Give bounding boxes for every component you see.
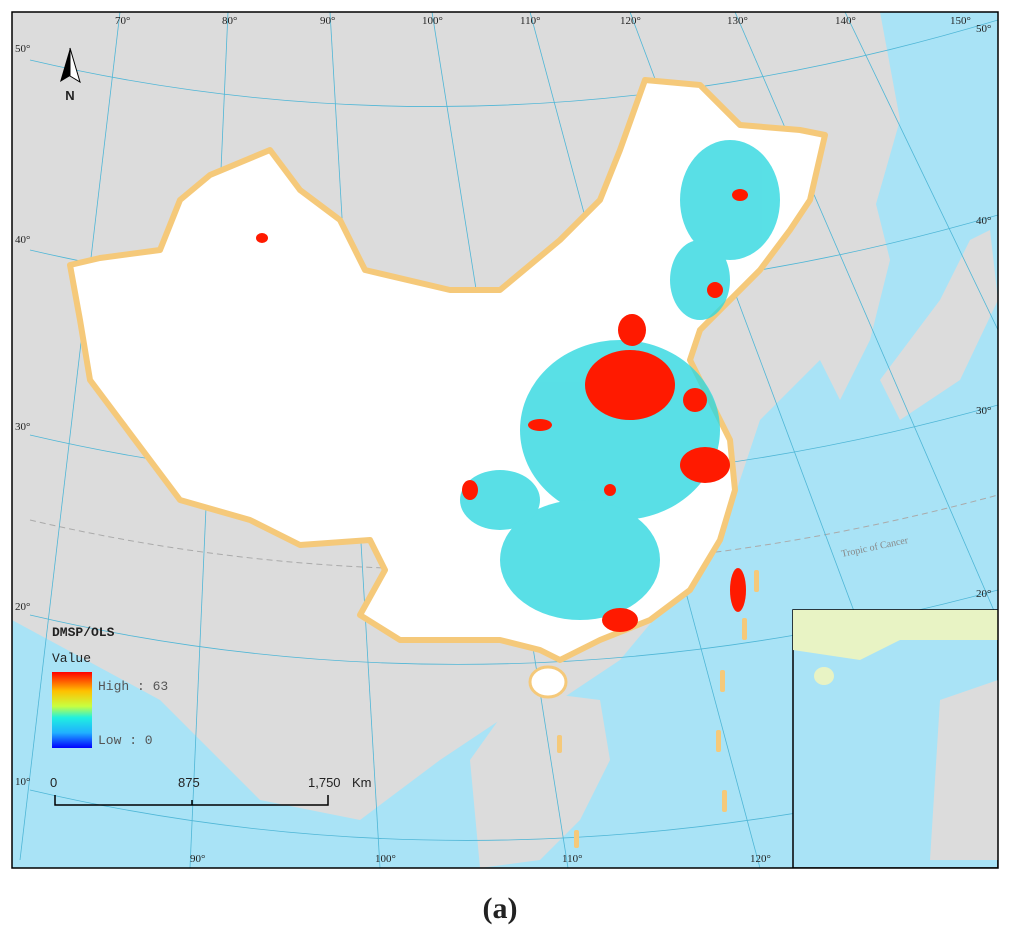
arrow-half: [60, 48, 70, 82]
lat-label: 40°: [15, 234, 30, 246]
inset-land: [930, 680, 998, 860]
legend-low: Low : 0: [98, 733, 153, 748]
lon-label: 120°: [750, 853, 771, 865]
lat-label: 10°: [15, 776, 30, 788]
frame: [11, 11, 999, 869]
lat-label: 50°: [15, 43, 30, 55]
scale-bar: 0 875 1,750 Km: [50, 775, 372, 806]
land-japan: [880, 230, 998, 420]
lon-label: 90°: [320, 15, 335, 27]
map-body: [12, 12, 998, 868]
lat-label: 40°: [976, 215, 991, 227]
lon-label: 130°: [727, 15, 748, 27]
lat-label: 30°: [976, 405, 991, 417]
lat-label: 30°: [15, 421, 30, 433]
land-indochina: [470, 690, 610, 868]
arrow-half: [69, 47, 81, 84]
lon-label: 120°: [620, 15, 641, 27]
dash-line: [557, 570, 759, 848]
scale-line: [54, 795, 329, 806]
graticule: [844, 12, 998, 331]
lon-label: 70°: [115, 15, 130, 27]
lon-label: 110°: [562, 853, 583, 865]
longitude-labels-bottom: 90° 100° 110° 120°: [190, 853, 771, 865]
hainan: [528, 665, 568, 699]
lon-label: 90°: [190, 853, 205, 865]
scale-label: 0: [50, 775, 57, 790]
caption: (a): [483, 892, 518, 925]
graticule: [29, 19, 998, 107]
lights-low: [460, 140, 780, 620]
lon-label: 150°: [950, 15, 971, 27]
legend-title: DMSP/OLS: [52, 625, 115, 640]
lat-label: 50°: [976, 23, 991, 35]
north-arrow: N: [60, 47, 81, 103]
inset-land: [793, 610, 998, 660]
scale-label: 1,750: [308, 775, 341, 790]
lon-label: 110°: [520, 15, 541, 27]
legend-ramp: [52, 672, 92, 748]
north-label: N: [65, 88, 74, 103]
lon-label: 80°: [222, 15, 237, 27]
inset-island: [814, 667, 834, 685]
scale-label: 875: [178, 775, 200, 790]
lights-high: [256, 189, 748, 632]
lat-label: 20°: [976, 588, 991, 600]
graticule: [19, 12, 121, 861]
lat-label: 20°: [15, 601, 30, 613]
legend-high: High : 63: [98, 679, 168, 694]
lon-label: 100°: [422, 15, 443, 27]
legend-subtitle: Value: [52, 651, 91, 666]
graticule: [734, 12, 998, 621]
lon-label: 140°: [835, 15, 856, 27]
latitude-labels-right: 50° 40° 30° 20°: [976, 23, 991, 600]
longitude-labels-top: 70° 80° 90° 100° 110° 120° 130° 140° 150…: [115, 15, 971, 27]
scale-unit: Km: [352, 775, 372, 790]
lon-label: 100°: [375, 853, 396, 865]
latitude-labels-left: 50° 40° 30° 20° 10°: [15, 43, 30, 788]
legend: DMSP/OLS Value High : 63 Low : 0: [52, 625, 168, 748]
